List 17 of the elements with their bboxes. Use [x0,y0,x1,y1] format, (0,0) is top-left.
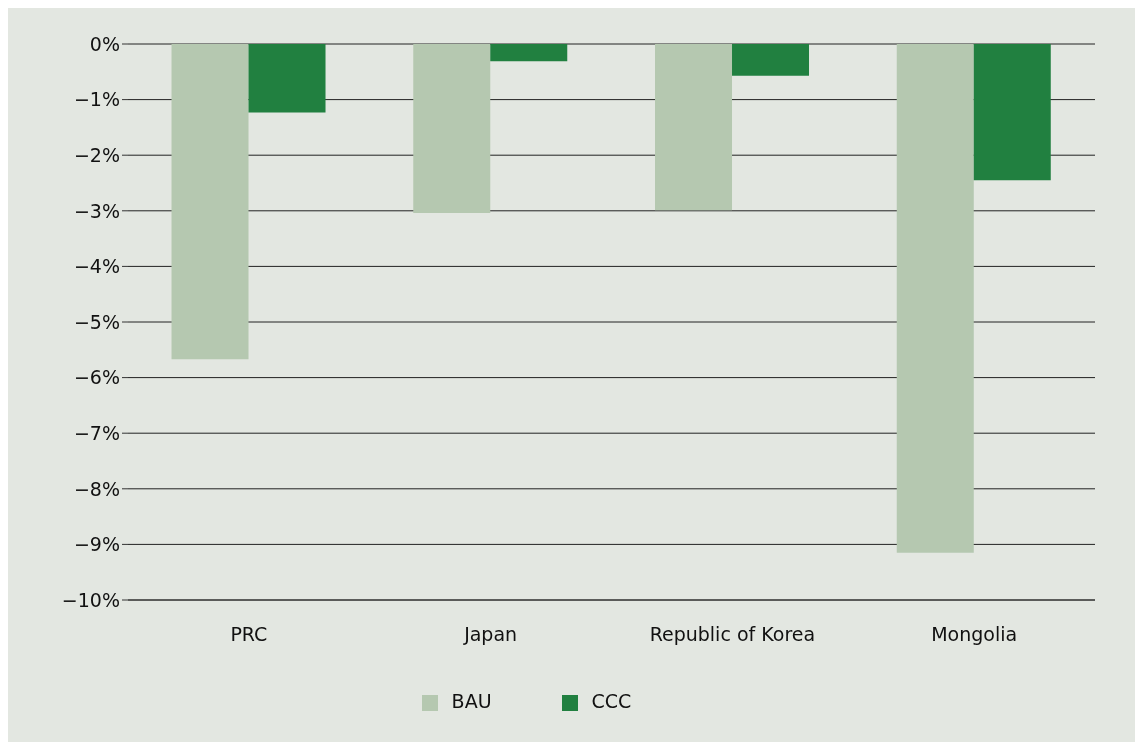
y-tick-label: −9% [73,533,120,556]
y-tick-label: −3% [73,199,120,222]
y-tick-label: −6% [73,366,120,389]
y-tick-label: −8% [73,477,120,500]
x-tick-label: Mongolia [931,623,1018,646]
x-tick-label: Republic of Korea [649,623,816,646]
x-tick-label: Japan [463,623,518,646]
y-tick-label: −7% [73,421,120,444]
legend-label: CCC [591,690,632,712]
legend-label: BAU [451,690,492,712]
y-tick-label: −4% [73,255,120,278]
y-tick-label: −10% [61,588,120,611]
y-tick-label: −5% [73,310,120,333]
x-tick-label: PRC [230,623,268,646]
y-tick-label: −1% [73,88,120,111]
y-tick-label: 0% [89,32,120,55]
y-tick-label: −2% [73,143,120,166]
